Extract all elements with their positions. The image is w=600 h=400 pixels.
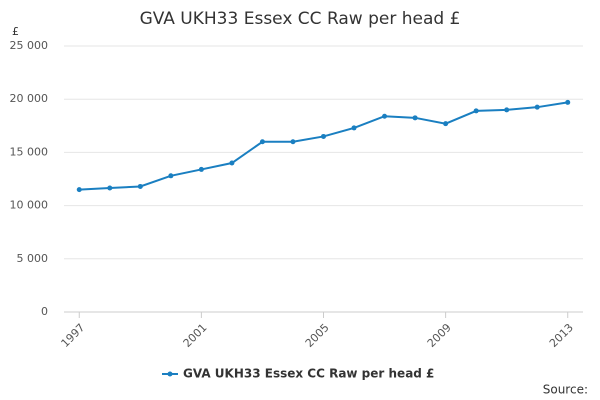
y-tick-label: 25 000 <box>10 39 49 52</box>
data-point <box>321 133 326 139</box>
data-point <box>565 99 571 105</box>
data-point <box>107 185 113 191</box>
data-point <box>443 121 449 127</box>
y-tick-label: 0 <box>41 305 48 318</box>
data-point <box>382 113 388 119</box>
x-tick-label: 1997 <box>59 321 88 350</box>
x-tick-label: 2005 <box>303 321 332 350</box>
data-point <box>534 104 540 110</box>
legend-label: GVA UKH33 Essex CC Raw per head £ <box>183 367 434 381</box>
data-point <box>229 160 235 166</box>
chart-title: GVA UKH33 Essex CC Raw per head £ <box>140 9 461 29</box>
x-tick-label: 2009 <box>425 321 454 350</box>
x-tick-label: 2013 <box>547 321 576 350</box>
data-point <box>412 115 418 121</box>
data-point <box>351 125 357 131</box>
y-tick-label: 10 000 <box>10 199 49 212</box>
data-point <box>473 108 479 114</box>
y-tick-label: 15 000 <box>10 145 49 158</box>
y-tick-label: 20 000 <box>10 92 49 105</box>
data-point <box>198 166 204 172</box>
legend-marker <box>167 371 173 377</box>
x-tick-label: 2001 <box>181 321 210 350</box>
y-axis-label: £ <box>12 25 19 38</box>
series-line <box>79 101 568 191</box>
data-point <box>137 183 143 189</box>
data-point <box>504 107 510 113</box>
data-point <box>259 139 265 145</box>
y-tick-label: 5 000 <box>17 252 49 265</box>
data-point <box>290 139 296 145</box>
source: Source: <box>543 383 588 397</box>
data-point <box>76 187 82 193</box>
data-point <box>168 173 174 179</box>
